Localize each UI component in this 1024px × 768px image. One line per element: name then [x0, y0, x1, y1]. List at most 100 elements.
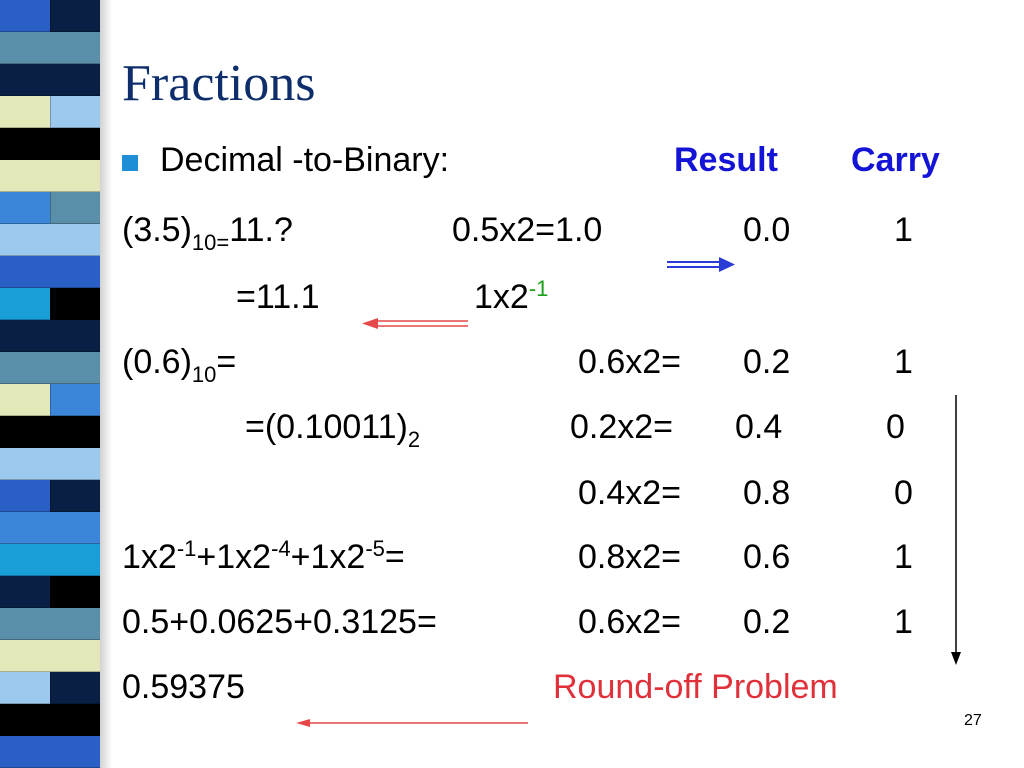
slide-title: Fractions: [122, 55, 316, 112]
example1-calc: 0.5x2=1.0: [452, 211, 603, 249]
strip-cell: [0, 0, 50, 32]
strip-cell: [49, 672, 100, 704]
strip-row: [0, 640, 100, 672]
header-carry: Carry: [851, 141, 940, 179]
strip-row: [0, 96, 100, 128]
calc-row-3-result: 0.8: [743, 474, 791, 512]
strip-shadow: [100, 0, 112, 768]
strip-row: [0, 704, 100, 736]
power-sum-exp-3: -5: [365, 536, 385, 561]
strip-row: [0, 608, 100, 640]
strip-row: [0, 160, 100, 192]
example2-lhs: (0.6)10=: [122, 343, 237, 386]
strip-cell: [0, 288, 50, 320]
example1-lhs-rest: 11.?: [229, 211, 293, 249]
power-sum-term-3: +1x2: [290, 538, 366, 576]
example1-line2-exp: -1: [528, 276, 549, 301]
calc-row-4-result: 0.6: [743, 538, 791, 576]
example1-lhs-value: (3.5): [122, 211, 192, 249]
calc-row-2-calc: 0.2x2=: [570, 408, 674, 446]
page-number: 27: [964, 712, 982, 729]
strip-cell: [0, 512, 100, 544]
calc-row-3-calc: 0.4x2=: [578, 474, 682, 512]
calc-row-4-carry: 1: [894, 538, 913, 576]
right-arrow-icon: [667, 257, 735, 272]
power-sum: 1x2-1+1x2-4+1x2-5=: [122, 538, 405, 576]
example2-answer-sub: 2: [407, 427, 421, 452]
example1-line2-base: 1x2: [474, 278, 529, 316]
strip-row: [0, 64, 100, 96]
strip-cell: [49, 0, 100, 32]
calc-row-1-calc: 0.6x2=: [578, 343, 682, 381]
strip-row: [0, 736, 100, 768]
strip-row: [0, 480, 100, 512]
example2-lhs-sub: 10: [191, 362, 217, 387]
strip-row: [0, 672, 100, 704]
strip-cell: [0, 640, 100, 672]
final-value: 0.59375: [122, 668, 245, 706]
strip-cell: [0, 576, 50, 608]
example1-lhs-sub: 10=: [191, 230, 230, 255]
calc-row-4-calc: 0.8x2=: [578, 538, 682, 576]
calc-row-5-result: 0.2: [743, 603, 791, 641]
strip-cell: [0, 736, 100, 768]
strip-cell: [0, 224, 100, 256]
calc-row-2-carry: 0: [886, 408, 905, 446]
strip-cell: [0, 192, 50, 224]
roundoff-label: Round-off Problem: [553, 668, 838, 706]
strip-row: [0, 320, 100, 352]
strip-cell: [0, 256, 100, 288]
strip-cell: [0, 704, 100, 736]
strip-cell: [0, 96, 50, 128]
bottom-left-arrow-icon: [296, 719, 528, 727]
calc-row-5-carry: 1: [894, 603, 913, 641]
power-sum-term-2: +1x2: [196, 538, 272, 576]
strip-cell: [0, 416, 100, 448]
left-arrow-icon: [362, 318, 468, 329]
strip-cell: [49, 288, 100, 320]
strip-cell: [0, 480, 50, 512]
header-result: Result: [674, 141, 778, 179]
strip-cell: [0, 384, 50, 416]
strip-cell: [49, 480, 100, 512]
bullet-text: Decimal -to-Binary:: [160, 141, 450, 179]
strip-cell: [49, 96, 100, 128]
strip-cell: [0, 320, 100, 352]
power-sum-term-1: 1x2: [122, 538, 177, 576]
strip-row: [0, 224, 100, 256]
down-arrow-icon: [951, 395, 961, 665]
strip-cell: [0, 608, 100, 640]
example1-result: 0.0: [743, 211, 791, 249]
strip-row: [0, 0, 100, 32]
example1-line2-lhs: =11.1: [236, 278, 320, 316]
power-sum-exp-1: -1: [176, 536, 197, 561]
calc-row-3-carry: 0: [894, 474, 913, 512]
strip-row: [0, 32, 100, 64]
strip-cell: [0, 32, 100, 64]
example2-lhs-value: (0.6): [122, 343, 192, 381]
decimal-sum: 0.5+0.0625+0.3125=: [122, 603, 437, 641]
strip-cell: [0, 160, 100, 192]
example2-lhs-eq: =: [216, 343, 237, 381]
strip-row: [0, 288, 100, 320]
strip-cell: [0, 448, 100, 480]
strip-row: [0, 256, 100, 288]
calc-row-1-result: 0.2: [743, 343, 791, 381]
calc-row-1-carry: 1: [894, 343, 913, 381]
power-sum-exp-2: -4: [271, 536, 291, 561]
calc-row-2-result: 0.4: [735, 408, 783, 446]
strip-cell: [49, 576, 100, 608]
example1-line2-term: 1x2-1: [474, 278, 548, 316]
strip-cell: [49, 192, 100, 224]
example2-answer: =(0.10011)2: [245, 410, 420, 451]
example1-lhs: (3.5)10=11.?: [122, 211, 293, 254]
strip-row: [0, 448, 100, 480]
power-sum-eq: =: [384, 538, 405, 576]
strip-cell: [49, 384, 100, 416]
strip-cell: [0, 128, 100, 160]
strip-row: [0, 416, 100, 448]
strip-row: [0, 128, 100, 160]
strip-cell: [0, 352, 100, 384]
strip-cell: [0, 672, 50, 704]
